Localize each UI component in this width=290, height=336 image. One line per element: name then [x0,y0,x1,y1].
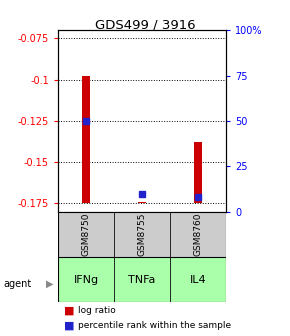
Bar [138,202,146,203]
Bar [58,257,114,302]
Bar [170,257,226,302]
Text: GSM8760: GSM8760 [194,213,203,256]
Bar [58,212,114,257]
Text: ▶: ▶ [46,279,54,289]
Text: percentile rank within the sample: percentile rank within the sample [78,322,231,330]
Bar [194,142,202,203]
Bar [82,76,90,203]
Text: IL4: IL4 [190,275,206,285]
Text: ■: ■ [64,321,74,331]
Text: GSM8750: GSM8750 [81,213,90,256]
Text: TNFa: TNFa [128,275,156,285]
Text: GDS499 / 3916: GDS499 / 3916 [95,18,195,32]
Text: ■: ■ [64,306,74,316]
Bar [114,257,170,302]
Text: log ratio: log ratio [78,306,116,315]
Text: IFNg: IFNg [73,275,99,285]
Text: agent: agent [3,279,31,289]
Bar [170,212,226,257]
Bar [114,212,170,257]
Text: GSM8755: GSM8755 [137,213,147,256]
